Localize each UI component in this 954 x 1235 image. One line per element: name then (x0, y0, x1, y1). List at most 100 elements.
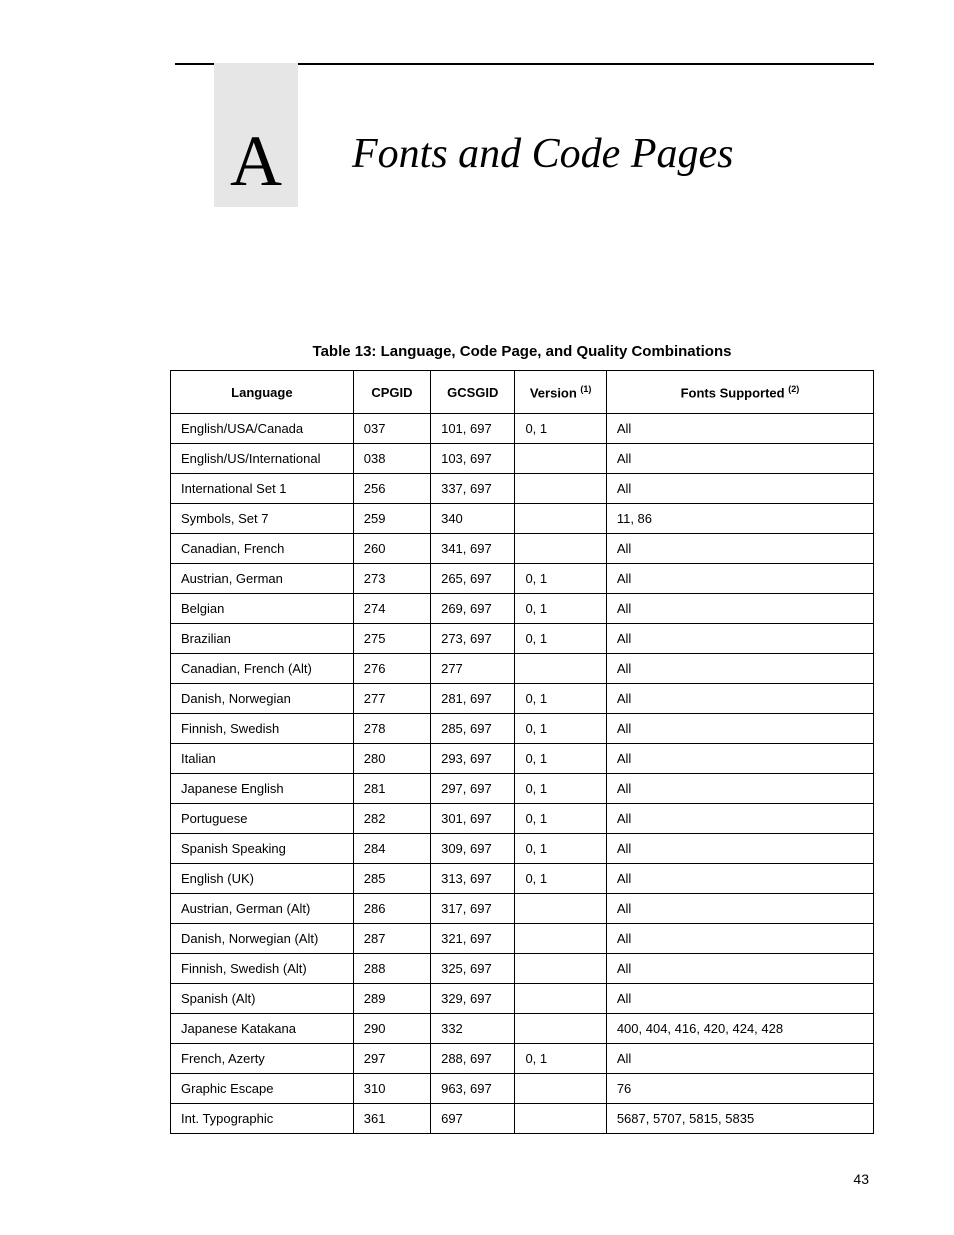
cell-gcsgid: 269, 697 (431, 594, 515, 624)
cell-language: Finnish, Swedish (Alt) (171, 954, 354, 984)
cell-cpgid: 290 (353, 1014, 430, 1044)
cell-fonts: All (606, 924, 873, 954)
table-row: Danish, Norwegian277281, 6970, 1All (171, 684, 874, 714)
cell-gcsgid: 101, 697 (431, 414, 515, 444)
page-number: 43 (853, 1171, 869, 1187)
cell-language: Austrian, German (171, 564, 354, 594)
table-row: Austrian, German (Alt)286317, 697All (171, 894, 874, 924)
cell-language: Spanish Speaking (171, 834, 354, 864)
cell-fonts: All (606, 1044, 873, 1074)
table-caption: Table 13: Language, Code Page, and Quali… (170, 343, 874, 360)
cell-gcsgid: 332 (431, 1014, 515, 1044)
table-row: Portuguese282301, 6970, 1All (171, 804, 874, 834)
cell-version: 0, 1 (515, 624, 606, 654)
cell-cpgid: 361 (353, 1104, 430, 1134)
cell-gcsgid: 963, 697 (431, 1074, 515, 1104)
cell-fonts: All (606, 534, 873, 564)
cell-language: International Set 1 (171, 474, 354, 504)
cell-language: Canadian, French (Alt) (171, 654, 354, 684)
cell-fonts: All (606, 894, 873, 924)
cell-cpgid: 277 (353, 684, 430, 714)
cell-gcsgid: 321, 697 (431, 924, 515, 954)
cell-cpgid: 259 (353, 504, 430, 534)
cell-fonts: 11, 86 (606, 504, 873, 534)
cell-language: Graphic Escape (171, 1074, 354, 1104)
table-row: Spanish Speaking284309, 6970, 1All (171, 834, 874, 864)
cell-cpgid: 286 (353, 894, 430, 924)
table-body: English/USA/Canada037101, 6970, 1AllEngl… (171, 414, 874, 1134)
table-row: Belgian274269, 6970, 1All (171, 594, 874, 624)
cell-gcsgid: 313, 697 (431, 864, 515, 894)
table-row: International Set 1256337, 697All (171, 474, 874, 504)
cell-language: Brazilian (171, 624, 354, 654)
cell-fonts: All (606, 654, 873, 684)
cell-version: 0, 1 (515, 564, 606, 594)
cell-language: English/USA/Canada (171, 414, 354, 444)
cell-version: 0, 1 (515, 594, 606, 624)
cell-fonts: All (606, 954, 873, 984)
table-row: English/US/International038103, 697All (171, 444, 874, 474)
cell-gcsgid: 325, 697 (431, 954, 515, 984)
chapter-title: Fonts and Code Pages (352, 130, 733, 178)
cell-cpgid: 310 (353, 1074, 430, 1104)
version-superscript: (1) (580, 384, 591, 394)
cell-cpgid: 278 (353, 714, 430, 744)
cell-fonts: All (606, 444, 873, 474)
cell-gcsgid: 285, 697 (431, 714, 515, 744)
cell-version: 0, 1 (515, 714, 606, 744)
table-row: Italian280293, 6970, 1All (171, 744, 874, 774)
cell-version (515, 1074, 606, 1104)
table-row: Brazilian275273, 6970, 1All (171, 624, 874, 654)
col-header-version-text: Version (530, 385, 581, 400)
cell-gcsgid: 288, 697 (431, 1044, 515, 1074)
col-header-language: Language (171, 371, 354, 414)
cell-version (515, 504, 606, 534)
cell-cpgid: 256 (353, 474, 430, 504)
cell-fonts: 400, 404, 416, 420, 424, 428 (606, 1014, 873, 1044)
cell-language: Belgian (171, 594, 354, 624)
cell-gcsgid: 340 (431, 504, 515, 534)
cell-gcsgid: 273, 697 (431, 624, 515, 654)
col-header-gcsgid: GCSGID (431, 371, 515, 414)
cell-gcsgid: 265, 697 (431, 564, 515, 594)
table-row: Japanese English281297, 6970, 1All (171, 774, 874, 804)
cell-fonts: All (606, 984, 873, 1014)
cell-gcsgid: 293, 697 (431, 744, 515, 774)
cell-language: French, Azerty (171, 1044, 354, 1074)
cell-gcsgid: 301, 697 (431, 804, 515, 834)
cell-fonts: All (606, 414, 873, 444)
cell-cpgid: 280 (353, 744, 430, 774)
codepage-table: Language CPGID GCSGID Version (1) Fonts … (170, 370, 874, 1134)
cell-version: 0, 1 (515, 1044, 606, 1074)
cell-gcsgid: 341, 697 (431, 534, 515, 564)
cell-cpgid: 282 (353, 804, 430, 834)
cell-version: 0, 1 (515, 864, 606, 894)
cell-fonts: All (606, 684, 873, 714)
cell-fonts: 5687, 5707, 5815, 5835 (606, 1104, 873, 1134)
cell-cpgid: 038 (353, 444, 430, 474)
cell-cpgid: 289 (353, 984, 430, 1014)
cell-language: Canadian, French (171, 534, 354, 564)
cell-version (515, 474, 606, 504)
cell-version: 0, 1 (515, 684, 606, 714)
cell-fonts: All (606, 804, 873, 834)
cell-language: Portuguese (171, 804, 354, 834)
cell-language: Japanese Katakana (171, 1014, 354, 1044)
cell-language: Finnish, Swedish (171, 714, 354, 744)
table-row: Finnish, Swedish278285, 6970, 1All (171, 714, 874, 744)
table-row: Graphic Escape310963, 69776 (171, 1074, 874, 1104)
cell-version: 0, 1 (515, 414, 606, 444)
cell-language: English (UK) (171, 864, 354, 894)
cell-fonts: All (606, 564, 873, 594)
table-row: Spanish (Alt)289329, 697All (171, 984, 874, 1014)
page: A Fonts and Code Pages Table 13: Languag… (0, 0, 954, 1235)
cell-gcsgid: 697 (431, 1104, 515, 1134)
table-row: Canadian, French260341, 697 All (171, 534, 874, 564)
appendix-letter: A (230, 121, 282, 201)
cell-cpgid: 260 (353, 534, 430, 564)
table-row: Finnish, Swedish (Alt)288325, 697All (171, 954, 874, 984)
cell-language: Italian (171, 744, 354, 774)
cell-cpgid: 276 (353, 654, 430, 684)
cell-fonts: All (606, 624, 873, 654)
cell-fonts: All (606, 864, 873, 894)
